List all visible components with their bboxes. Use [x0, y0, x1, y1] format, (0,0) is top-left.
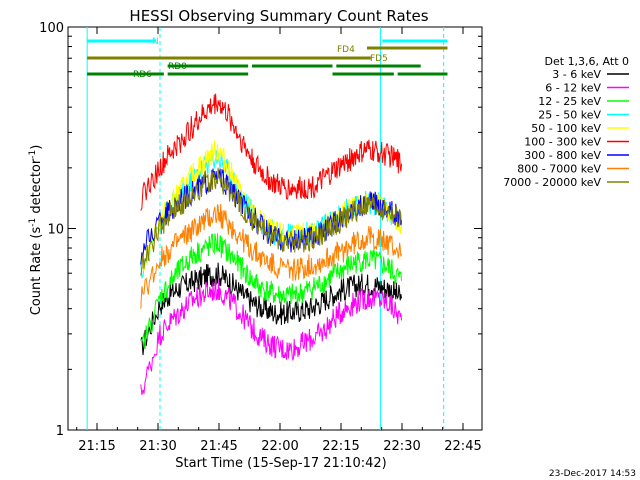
- x-tick-label-5: 22:30: [383, 439, 420, 454]
- legend-label-4: 50 - 100 keV: [531, 122, 601, 135]
- x-axis-ticks: 21:15 21:30 21:45 22:00 22:15 22:30 22:45: [76, 27, 482, 454]
- legend-label-8: 7000 - 20000 keV: [503, 176, 601, 189]
- legend-label-3: 25 - 50 keV: [538, 109, 601, 122]
- y-axis-label-mid: detector: [29, 158, 44, 218]
- flag-label-rd0: RD0: [168, 62, 187, 72]
- series-line-5: [140, 93, 402, 211]
- legend-label-2: 12 - 25 keV: [538, 95, 601, 108]
- legend-label-5: 100 - 300 keV: [524, 136, 601, 149]
- y-axis-ticks: 100 10 1: [39, 21, 482, 439]
- series-group: [140, 93, 402, 396]
- footer-timestamp: 23-Dec-2017 14:53: [549, 469, 636, 479]
- flag-label-rd6: RD6: [133, 70, 152, 80]
- series-line-8: [140, 167, 402, 276]
- y-axis-label-sup1: -1: [28, 218, 38, 227]
- legend-label-6: 300 - 800 keV: [524, 149, 601, 162]
- y-tick-label-0: 100: [39, 21, 64, 36]
- legend-label-7: 800 - 7000 keV: [517, 163, 601, 176]
- legend-label-1: 6 - 12 keV: [545, 82, 601, 95]
- flag-label-fd5: FD5: [370, 54, 388, 64]
- x-tick-label-3: 22:00: [261, 439, 298, 454]
- y-tick-label-2: 1: [56, 424, 64, 439]
- x-tick-label-2: 21:45: [200, 439, 237, 454]
- y-axis-label: Count Rate (s-1 detector-1): [28, 145, 44, 316]
- series-line-1: [140, 278, 402, 396]
- series-line-0: [140, 262, 402, 356]
- x-tick-label-6: 22:45: [444, 439, 481, 454]
- y-axis-label-sup2: -1: [28, 150, 38, 159]
- series-line-7: [140, 203, 402, 309]
- legend-label-0: 3 - 6 keV: [552, 68, 601, 81]
- flag-bars: N FD4 FD5 RD0 RD6: [87, 37, 448, 80]
- x-tick-label-4: 22:15: [322, 439, 359, 454]
- series-line-2: [140, 233, 402, 350]
- y-axis-label-end: ): [29, 145, 44, 150]
- legend-title: Det 1,3,6, Att 0: [545, 55, 629, 68]
- y-tick-label-1: 10: [47, 223, 64, 238]
- flag-label-n: N: [152, 37, 159, 47]
- x-axis-label: Start Time (15-Sep-17 21:10:42): [175, 456, 386, 471]
- vertical-markers: [86, 27, 445, 430]
- x-tick-label-1: 21:30: [139, 439, 176, 454]
- chart-title: HESSI Observing Summary Count Rates: [129, 7, 428, 25]
- flag-label-fd4: FD4: [337, 45, 355, 55]
- x-tick-label-0: 21:15: [78, 439, 115, 454]
- y-axis-label-main: Count Rate (s: [29, 227, 44, 316]
